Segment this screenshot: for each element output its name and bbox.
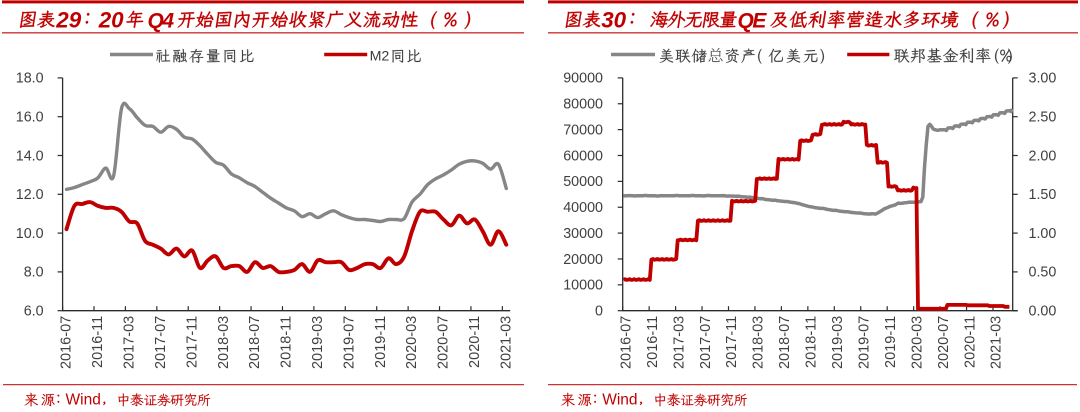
svg-text:1.50: 1.50	[1029, 187, 1057, 203]
svg-text:30000: 30000	[563, 226, 603, 242]
svg-text:20000: 20000	[563, 252, 603, 268]
svg-text:QE: QE	[738, 9, 768, 32]
svg-text:10.0: 10.0	[16, 226, 44, 242]
svg-text:2019-11: 2019-11	[883, 316, 899, 368]
svg-text:0.50: 0.50	[1029, 265, 1057, 281]
svg-text:2017-03: 2017-03	[122, 316, 138, 369]
svg-text:2018-11: 2018-11	[279, 316, 295, 368]
svg-text:2016-11: 2016-11	[90, 316, 106, 368]
svg-text:8.0: 8.0	[24, 265, 44, 281]
svg-text:70000: 70000	[563, 122, 603, 138]
svg-text:2019-11: 2019-11	[373, 316, 389, 368]
svg-text:14.0: 14.0	[16, 148, 44, 164]
svg-text:80000: 80000	[563, 97, 603, 113]
svg-text:6.0: 6.0	[24, 304, 44, 320]
svg-text:60000: 60000	[563, 148, 603, 164]
svg-text:2017-11: 2017-11	[724, 316, 740, 368]
svg-text:2016-11: 2016-11	[645, 316, 661, 368]
svg-text:2020-11: 2020-11	[467, 316, 483, 368]
svg-text:2018-03: 2018-03	[751, 316, 767, 369]
svg-text:50000: 50000	[563, 174, 603, 190]
svg-text:29: 29	[55, 7, 81, 32]
svg-text:3.00: 3.00	[1029, 71, 1057, 87]
svg-text:2017-03: 2017-03	[671, 316, 687, 369]
svg-text:10000: 10000	[563, 278, 603, 294]
svg-text:90000: 90000	[563, 71, 603, 87]
svg-text:2020-11: 2020-11	[962, 316, 978, 368]
svg-text:12.0: 12.0	[16, 187, 44, 203]
svg-text:2018-03: 2018-03	[216, 316, 232, 369]
svg-text:2.00: 2.00	[1029, 148, 1057, 164]
svg-text:2019-07: 2019-07	[341, 316, 357, 369]
svg-text:16.0: 16.0	[16, 110, 44, 126]
svg-text:Q4: Q4	[148, 9, 175, 32]
svg-text:20: 20	[98, 7, 124, 32]
svg-text:2020-07: 2020-07	[936, 316, 952, 369]
svg-text:2021-03: 2021-03	[989, 316, 1005, 369]
svg-text:2020-03: 2020-03	[404, 316, 420, 369]
svg-text:0.00: 0.00	[1029, 304, 1057, 320]
svg-text:30: 30	[601, 7, 626, 32]
svg-text:2019-03: 2019-03	[310, 316, 326, 369]
svg-text:2018-07: 2018-07	[777, 316, 793, 369]
svg-text:40000: 40000	[563, 200, 603, 216]
svg-text:2017-07: 2017-07	[153, 316, 169, 369]
svg-text:0: 0	[595, 304, 603, 320]
svg-text:2016-07: 2016-07	[618, 316, 634, 369]
svg-text:1.00: 1.00	[1029, 226, 1057, 242]
svg-text:2020-07: 2020-07	[436, 316, 452, 369]
svg-text:2021-03: 2021-03	[498, 316, 514, 369]
svg-text:18.0: 18.0	[16, 71, 44, 87]
svg-text:2.50: 2.50	[1029, 110, 1057, 126]
svg-text:Wind: Wind	[66, 391, 101, 408]
svg-text:2019-07: 2019-07	[856, 316, 872, 369]
svg-text:2018-11: 2018-11	[804, 316, 820, 368]
svg-text:Wind: Wind	[602, 391, 637, 408]
svg-text:M2: M2	[370, 49, 390, 65]
svg-text:2019-03: 2019-03	[830, 316, 846, 369]
svg-text:2020-03: 2020-03	[909, 316, 925, 369]
svg-text:2018-07: 2018-07	[247, 316, 263, 369]
svg-text:2017-11: 2017-11	[184, 316, 200, 368]
svg-text:2017-07: 2017-07	[698, 316, 714, 369]
svg-text:2016-07: 2016-07	[59, 316, 75, 369]
